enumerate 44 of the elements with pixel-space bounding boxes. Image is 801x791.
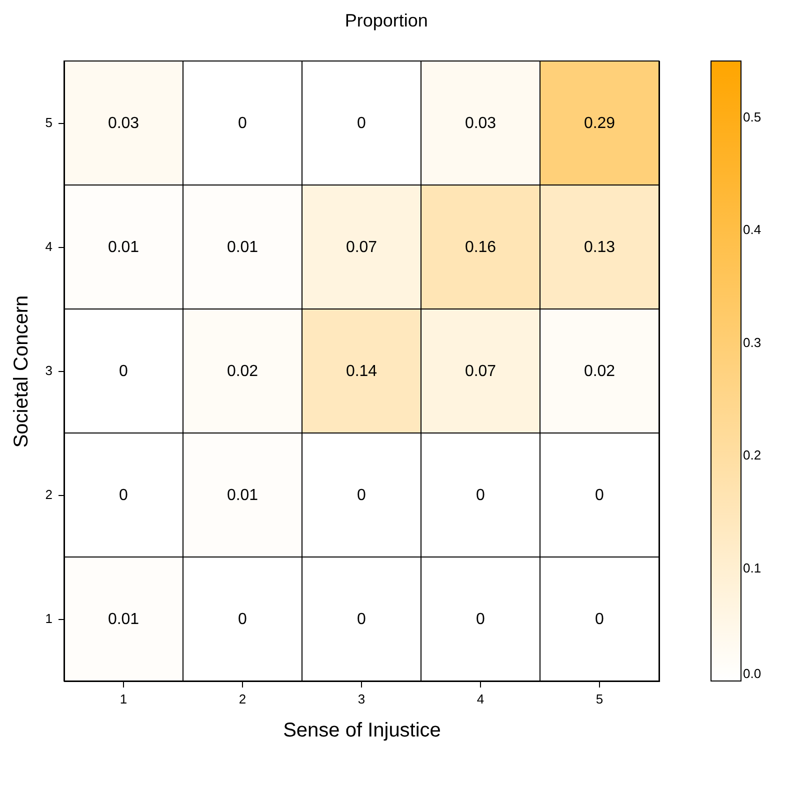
- data-label: 0.07: [464, 363, 496, 380]
- data-label: 0: [357, 611, 366, 628]
- data-label: 0: [238, 115, 248, 132]
- data-label: 0.01: [226, 487, 258, 504]
- y-tick-label: 5: [45, 115, 52, 130]
- data-label: 0.02: [226, 363, 258, 380]
- data-label: 0.01: [108, 239, 140, 256]
- chart-title: Proportion: [344, 10, 428, 30]
- x-tick-label: 3: [358, 692, 366, 706]
- data-label: 0: [119, 363, 128, 380]
- color-bar-label: 0.2: [743, 448, 762, 463]
- data-label: 0.13: [584, 239, 616, 256]
- x-tick-label: 5: [596, 692, 604, 706]
- color-bar-label: 0.3: [743, 334, 762, 350]
- data-label: 0: [238, 611, 248, 628]
- data-label: 0: [476, 611, 486, 628]
- y-tick-label: 3: [45, 363, 52, 378]
- y-tick-label: 1: [45, 611, 52, 626]
- data-label: 0.14: [346, 363, 378, 380]
- data-label: 0: [357, 487, 366, 504]
- y-tick-label: 4: [45, 239, 52, 254]
- data-label: 0.16: [464, 239, 496, 256]
- data-label: 0.29: [584, 115, 616, 132]
- color-bar-label: 0.1: [743, 560, 762, 576]
- data-label: 0: [119, 487, 128, 504]
- data-label: 0.03: [464, 115, 496, 132]
- data-label: 0: [357, 115, 366, 132]
- data-label: 0.02: [584, 363, 616, 380]
- y-tick-label: 2: [45, 487, 52, 502]
- color-bar-label: 0.0: [743, 666, 762, 681]
- data-label: 0.01: [108, 611, 140, 628]
- data-label: 0.07: [346, 239, 378, 256]
- data-label: 0.01: [226, 239, 258, 256]
- x-tick-label: 4: [476, 692, 484, 706]
- color-bar-label: 0.5: [743, 109, 762, 124]
- data-label: 0: [595, 487, 604, 504]
- data-label: 0: [595, 611, 604, 628]
- color-bar-label: 0.4: [743, 222, 762, 238]
- y-axis-title: Societal Concern: [10, 295, 32, 448]
- x-tick-label: 1: [120, 692, 128, 706]
- data-label: 0: [476, 487, 486, 504]
- data-label: 0.03: [108, 115, 140, 132]
- x-axis-title: Sense of Injustice: [283, 720, 441, 742]
- x-tick-label: 2: [238, 692, 246, 706]
